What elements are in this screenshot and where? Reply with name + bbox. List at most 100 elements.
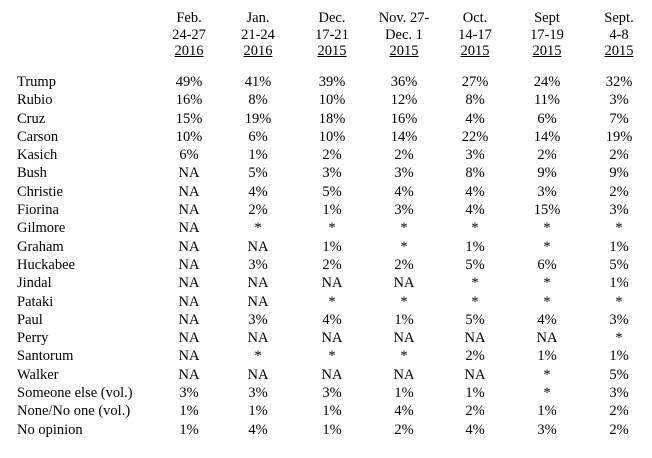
table-cell: 18%: [318, 110, 346, 127]
table-cell: 1%: [394, 385, 414, 402]
table-cell: 6%: [179, 147, 199, 164]
table-cell: 3%: [609, 311, 629, 328]
column-header-0: Feb. 24-27 2016: [149, 10, 229, 60]
table-cell: NA: [178, 366, 200, 383]
table-cell: NA: [178, 202, 200, 219]
table-cell: 1%: [248, 147, 268, 164]
table-cell: 1%: [322, 202, 342, 219]
column-header-line: 14-17: [458, 26, 492, 43]
column-header-line: Dec. 1: [385, 26, 423, 43]
candidate-name: Huckabee: [17, 256, 75, 273]
table-cell: 2%: [609, 183, 629, 200]
column-header-line: 21-24: [241, 26, 275, 43]
table-cell: 2%: [322, 147, 342, 164]
table-cell: 1%: [179, 403, 199, 420]
column-header-line: Oct.: [462, 10, 488, 26]
table-cell: *: [615, 293, 623, 310]
table-cell: 3%: [537, 421, 557, 438]
candidate-name: Fiorina: [17, 202, 59, 219]
table-cell: 19%: [244, 110, 272, 127]
table-cell: 10%: [175, 128, 203, 145]
column-header-year: 2015: [460, 43, 490, 59]
table-cell: *: [543, 385, 551, 402]
column-header-line: Dec.: [318, 10, 346, 26]
table-cell: 4%: [394, 183, 414, 200]
table-cell: NA: [247, 275, 269, 292]
poll-results-table: Feb. 24-27 2016 Jan. 21-24 2016 Dec. 17-21 2015 N…: [0, 10, 652, 64]
table-row: Santorum NA * * * 2% 1% 1%: [0, 348, 652, 366]
table-cell: *: [543, 220, 551, 237]
table-cell: 4%: [465, 202, 485, 219]
table-cell: *: [328, 293, 336, 310]
table-cell: 2%: [322, 256, 342, 273]
table-cell: 1%: [465, 385, 485, 402]
table-header: Feb. 24-27 2016 Jan. 21-24 2016 Dec. 17-21 2015 N…: [0, 10, 652, 64]
candidate-name: No opinion: [17, 421, 83, 438]
candidate-name: Jindal: [17, 275, 52, 292]
table-cell: NA: [393, 275, 415, 292]
table-cell: 1%: [248, 403, 268, 420]
table-cell: 9%: [537, 165, 557, 182]
table-cell: *: [328, 348, 336, 365]
column-header-line: 17-19: [530, 26, 564, 43]
table-cell: 1%: [394, 311, 414, 328]
column-header-4: Oct. 14-17 2015: [435, 10, 515, 60]
table-cell: *: [471, 293, 479, 310]
table-row: Jindal NA NA NA NA * * 1%: [0, 275, 652, 293]
table-cell: 3%: [322, 385, 342, 402]
table-cell: 3%: [248, 256, 268, 273]
table-row: Walker NA NA NA NA NA * 5%: [0, 367, 652, 385]
table-cell: 2%: [465, 403, 485, 420]
table-cell: NA: [321, 366, 343, 383]
column-header-6: Sept. 4-8 2015: [579, 10, 652, 60]
table-cell: 32%: [605, 74, 633, 90]
table-row: Fiorina NA 2% 1% 3% 4% 15% 3%: [0, 202, 652, 220]
candidate-name: Paul: [17, 311, 43, 328]
table-cell: NA: [536, 330, 558, 347]
column-header-line: 17-21: [315, 26, 349, 43]
candidate-name: Kasich: [17, 147, 58, 164]
table-cell: 8%: [465, 165, 485, 182]
table-cell: 3%: [609, 92, 629, 109]
table-cell: 16%: [390, 110, 418, 127]
column-header-3: Nov. 27- Dec. 1 2015: [364, 10, 444, 60]
table-cell: NA: [178, 293, 200, 310]
candidate-name: Trump: [17, 74, 56, 90]
table-cell: NA: [178, 183, 200, 200]
table-cell: NA: [178, 330, 200, 347]
table-cell: 4%: [465, 110, 485, 127]
table-row: Trump 49% 41% 39% 36% 27% 24% 32%: [0, 74, 652, 92]
candidate-name: Santorum: [17, 348, 74, 365]
table-cell: 2%: [609, 147, 629, 164]
table-cell: 2%: [465, 348, 485, 365]
table-cell: *: [400, 238, 408, 255]
table-cell: NA: [178, 275, 200, 292]
table-cell: 5%: [465, 311, 485, 328]
table-cell: 16%: [175, 92, 203, 109]
table-cell: 4%: [322, 311, 342, 328]
table-cell: 11%: [533, 92, 561, 109]
column-header-year: 2015: [317, 43, 347, 59]
table-cell: NA: [247, 293, 269, 310]
table-cell: NA: [321, 330, 343, 347]
table-cell: 1%: [609, 238, 629, 255]
table-row: Cruz 15% 19% 18% 16% 4% 6% 7%: [0, 111, 652, 129]
column-header-line: Jan.: [246, 10, 270, 26]
table-cell: 4%: [248, 183, 268, 200]
table-cell: *: [471, 275, 479, 292]
table-row: Huckabee NA 3% 2% 2% 5% 6% 5%: [0, 257, 652, 275]
table-cell: 15%: [175, 110, 203, 127]
column-header-line: Sept.: [604, 10, 634, 26]
table-cell: NA: [393, 366, 415, 383]
table-cell: *: [400, 348, 408, 365]
table-cell: NA: [321, 275, 343, 292]
table-cell: 19%: [605, 128, 633, 145]
column-header-line: Nov. 27-: [378, 10, 430, 26]
column-header-5: Sept 17-19 2015: [507, 10, 587, 60]
table-row: Graham NA NA 1% * 1% * 1%: [0, 239, 652, 257]
column-header-year: 2015: [532, 43, 562, 59]
table-cell: 6%: [537, 110, 557, 127]
table-cell: 3%: [394, 202, 414, 219]
candidate-name: Perry: [17, 330, 49, 347]
table-cell: 12%: [390, 92, 418, 109]
